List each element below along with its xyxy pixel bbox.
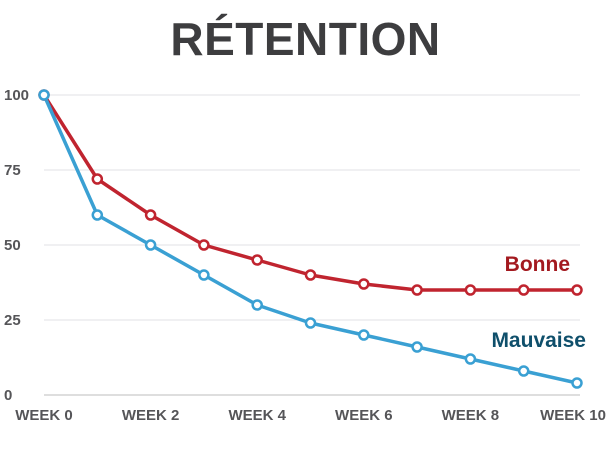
- data-point-mauvaise: [91, 209, 104, 221]
- data-point-bonne: [517, 284, 530, 296]
- data-point-mauvaise: [38, 89, 50, 101]
- data-point-mauvaise: [144, 239, 157, 251]
- series-labels: Bonne Mauvaise: [491, 253, 586, 352]
- y-tick-label: 75: [4, 162, 21, 179]
- x-tick-label: WEEK 0: [15, 407, 73, 424]
- y-tick-label: 0: [4, 387, 12, 404]
- data-point-mauvaise: [411, 341, 423, 353]
- data-point-mauvaise: [304, 317, 317, 329]
- data-point-bonne: [571, 284, 583, 296]
- y-axis-ticks: 0 25 50 75 100: [4, 87, 29, 404]
- data-point-mauvaise: [464, 353, 477, 365]
- x-tick-label: WEEK 4: [228, 407, 286, 424]
- data-point-mauvaise: [517, 365, 530, 377]
- series-line-bonne: [42, 93, 579, 292]
- x-tick-label: WEEK 2: [122, 407, 180, 424]
- y-tick-label: 50: [4, 237, 21, 254]
- series-points: [38, 89, 583, 389]
- data-point-bonne: [198, 239, 210, 251]
- data-point-mauvaise: [198, 269, 210, 281]
- data-point-mauvaise: [571, 377, 583, 389]
- data-point-mauvaise: [251, 299, 263, 311]
- series-label-bonne: Bonne: [505, 253, 570, 276]
- x-tick-label: WEEK 10: [540, 407, 606, 424]
- data-point-bonne: [411, 284, 423, 296]
- x-tick-label: WEEK 8: [442, 407, 500, 424]
- x-tick-label: WEEK 6: [335, 407, 393, 424]
- y-tick-label: 100: [4, 87, 29, 104]
- data-point-bonne: [464, 284, 477, 296]
- data-point-bonne: [251, 254, 263, 266]
- x-axis-ticks: WEEK 0 WEEK 2 WEEK 4 WEEK 6 WEEK 8 WEEK 10: [15, 407, 606, 424]
- chart-title: RÉTENTION: [170, 13, 441, 65]
- data-point-bonne: [144, 209, 157, 221]
- data-point-bonne: [304, 269, 317, 281]
- y-tick-label: 25: [4, 312, 21, 329]
- data-point-bonne: [358, 278, 370, 290]
- series-label-mauvaise: Mauvaise: [491, 329, 586, 352]
- data-point-mauvaise: [358, 329, 370, 341]
- data-point-bonne: [91, 173, 104, 185]
